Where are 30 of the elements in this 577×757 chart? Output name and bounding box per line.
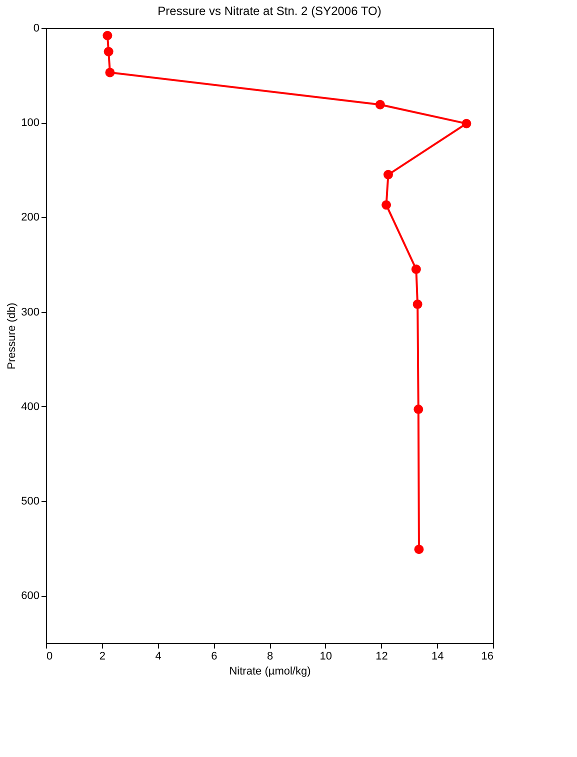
point <box>383 170 393 180</box>
x-tick-label: 8 <box>266 650 274 662</box>
x-tick-label: 6 <box>211 650 218 662</box>
x-tick-label: 14 <box>432 650 444 662</box>
point <box>462 118 472 128</box>
y-axis-title: Pressure (db) <box>6 302 18 370</box>
x-tick-label: 0 <box>46 650 53 662</box>
y-tick-label: 0 <box>33 22 40 34</box>
x-tick-label: 10 <box>320 650 332 662</box>
x-axis-title: Nitrate (µmol/kg) <box>229 666 311 678</box>
y-tick-label: 500 <box>21 496 40 508</box>
point <box>102 30 112 40</box>
x-tick-label: 16 <box>481 650 494 662</box>
chart-title: Pressure vs Nitrate at Stn. 2 (SY2006 TO) <box>158 4 382 18</box>
y-tick-label: 600 <box>21 590 40 602</box>
point <box>105 68 115 78</box>
point <box>382 200 392 210</box>
point <box>375 100 385 110</box>
y-tick-label: 300 <box>21 306 40 318</box>
point <box>414 404 424 414</box>
point <box>412 300 422 310</box>
point <box>411 264 421 274</box>
y-tick-label: 200 <box>21 212 40 224</box>
point <box>414 544 424 554</box>
point <box>104 46 114 56</box>
x-tick-label: 12 <box>376 650 388 662</box>
y-tick-label: 100 <box>21 117 40 130</box>
y-tick-label: 400 <box>21 400 40 413</box>
x-tick-label: 2 <box>99 650 106 662</box>
x-tick-label: 4 <box>155 650 162 662</box>
